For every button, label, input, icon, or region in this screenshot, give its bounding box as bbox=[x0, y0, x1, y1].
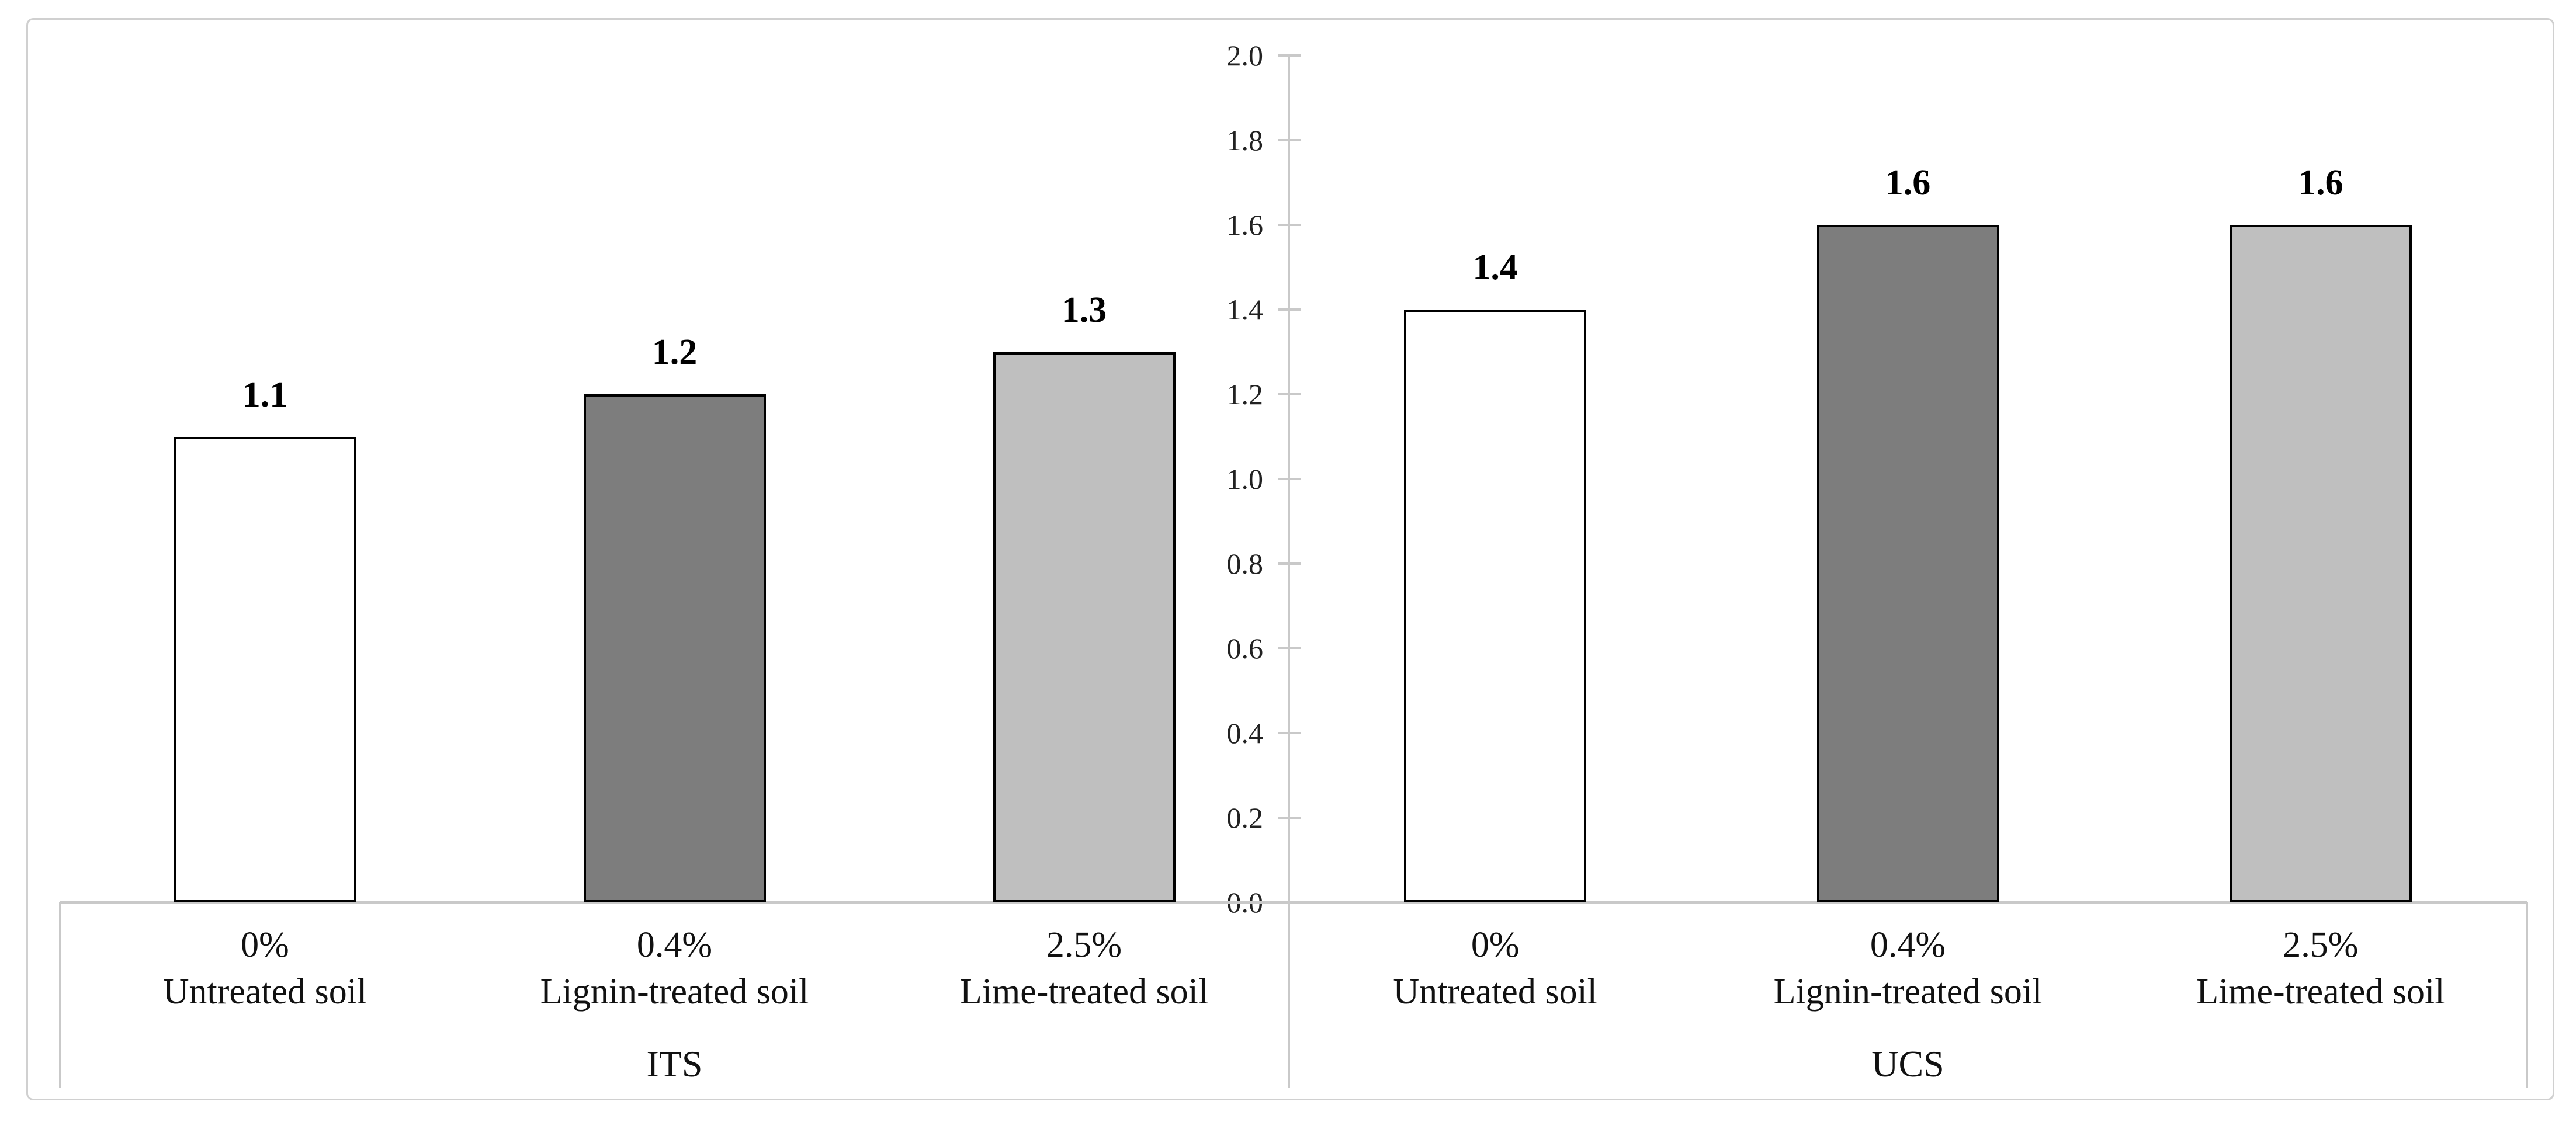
y-axis-tick-label: 1.0 bbox=[1226, 463, 1264, 495]
y-axis-tick-label: 1.8 bbox=[1226, 124, 1264, 157]
chart-outer-border bbox=[26, 18, 2554, 1100]
category-name-label: Lignin-treated soil bbox=[540, 972, 809, 1012]
y-axis-tick-label: 0.8 bbox=[1226, 547, 1264, 580]
y-axis-tick bbox=[1278, 817, 1301, 819]
category-name-label: Lime-treated soil bbox=[2196, 972, 2445, 1012]
category-name-label: Lime-treated soil bbox=[959, 972, 1209, 1012]
y-axis-tick bbox=[1278, 54, 1301, 57]
category-percent-label: 2.5% bbox=[1046, 925, 1122, 965]
category-percent-label: 0% bbox=[1471, 925, 1520, 965]
bar-its-untreated-soil bbox=[174, 436, 356, 902]
category-axis-baseline bbox=[60, 901, 2527, 904]
category-label: 2.5% Lime-treated soil bbox=[879, 922, 1290, 1015]
y-axis-tick-label: 1.2 bbox=[1226, 378, 1264, 411]
y-axis-tick bbox=[1278, 478, 1301, 480]
y-axis-line bbox=[1288, 55, 1290, 1088]
bar-value-label: 1.6 bbox=[2298, 163, 2343, 203]
y-axis-tick bbox=[1278, 224, 1301, 226]
y-axis-tick bbox=[1278, 393, 1301, 395]
category-separator-left bbox=[59, 902, 61, 1088]
category-percent-label: 0.4% bbox=[636, 925, 713, 965]
category-label: 0% Untreated soil bbox=[60, 922, 471, 1015]
y-axis-tick bbox=[1278, 308, 1301, 311]
category-name-label: Lignin-treated soil bbox=[1773, 972, 2043, 1012]
y-axis-tick bbox=[1278, 647, 1301, 649]
bar-value-label: 1.1 bbox=[242, 374, 288, 415]
y-axis-tick-label: 2.0 bbox=[1226, 39, 1264, 72]
y-axis-tick-label: 1.6 bbox=[1226, 209, 1264, 241]
bar-ucs-lime-treated-soil bbox=[2229, 225, 2412, 902]
y-axis-tick-label: 0.2 bbox=[1226, 801, 1264, 834]
y-axis-tick-label: 0.6 bbox=[1226, 632, 1264, 665]
bar-its-lignin-treated-soil bbox=[583, 394, 766, 902]
bar-ucs-untreated-soil bbox=[1404, 310, 1587, 902]
category-percent-label: 0% bbox=[241, 925, 289, 965]
bar-its-lime-treated-soil bbox=[993, 352, 1176, 902]
bar-value-label: 1.4 bbox=[1472, 248, 1518, 287]
bar-ucs-lignin-treated-soil bbox=[1816, 225, 1999, 902]
bar-value-label: 1.2 bbox=[651, 332, 698, 372]
bar-value-label: 1.3 bbox=[1061, 290, 1107, 330]
category-label: 0.4% Lignin-treated soil bbox=[469, 922, 880, 1015]
y-axis-tick-label: 1.4 bbox=[1226, 293, 1264, 326]
y-axis-tick bbox=[1278, 562, 1301, 565]
category-label: 0.4% Lignin-treated soil bbox=[1703, 922, 2114, 1015]
category-separator-right bbox=[2526, 902, 2528, 1088]
category-percent-label: 0.4% bbox=[1870, 925, 1946, 965]
group-label-its: ITS bbox=[646, 1043, 703, 1085]
bar-value-label: 1.6 bbox=[1885, 163, 1931, 203]
category-name-label: Untreated soil bbox=[1393, 972, 1597, 1012]
group-label-ucs: UCS bbox=[1871, 1043, 1944, 1085]
category-percent-label: 2.5% bbox=[2283, 925, 2359, 965]
y-axis-tick bbox=[1278, 139, 1301, 141]
category-label: 2.5% Lime-treated soil bbox=[2115, 922, 2526, 1015]
category-label: 0% Untreated soil bbox=[1289, 922, 1701, 1015]
y-axis-tick bbox=[1278, 732, 1301, 734]
y-axis-tick-label: 0.4 bbox=[1226, 717, 1264, 749]
category-name-label: Untreated soil bbox=[162, 972, 367, 1012]
